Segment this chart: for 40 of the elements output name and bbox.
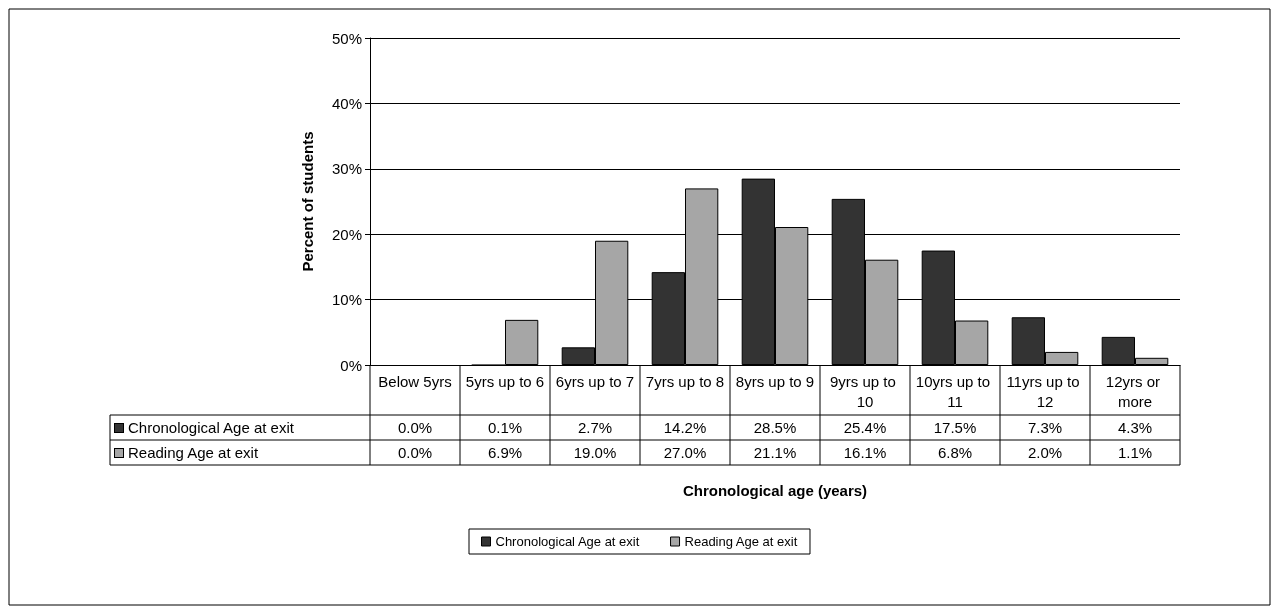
data-label: 7.3% [1027, 419, 1063, 436]
y-tick-label: 10% [331, 291, 362, 309]
y-tick-label: 30% [331, 160, 362, 178]
x-tick-label: 10yrs up to 11 [915, 372, 995, 410]
x-tick-label: 12yrs or more [1105, 372, 1165, 410]
data-label: 6.8% [937, 444, 973, 461]
data-label: 2.0% [1027, 444, 1063, 461]
data-label: 0.0% [397, 444, 433, 461]
bar [505, 319, 539, 365]
y-tick-label: 0% [340, 356, 362, 374]
data-label: 19.0% [573, 444, 617, 461]
data-label: 14.2% [663, 419, 707, 436]
text: Reading Age at exit [128, 444, 259, 461]
x-tick-label: 11yrs up to 12 [1006, 372, 1084, 410]
data-label: 27.0% [663, 444, 707, 461]
data-label: 28.5% [753, 419, 797, 436]
data-label: 0.0% [397, 419, 433, 436]
x-tick-label: 9yrs up to 10 [829, 372, 901, 410]
legend-label: Chronological Age at exit [495, 534, 640, 549]
data-label: 1.1% [1117, 444, 1153, 461]
x-tick-label: 5yrs up to 6 [465, 372, 545, 390]
data-label: 0.1% [487, 419, 523, 436]
data-label: 2.7% [577, 419, 613, 436]
y-axis-title: Percent of students [299, 131, 316, 272]
x-tick-label: 8yrs up to 9 [735, 372, 815, 390]
data-label: 4.3% [1117, 419, 1153, 436]
data-label: 6.9% [487, 444, 523, 461]
data-label: 25.4% [843, 419, 887, 436]
y-tick-label: 50% [331, 29, 362, 47]
legend-label: Reading Age at exit [684, 534, 798, 549]
data-label: 21.1% [753, 444, 797, 461]
data-label: 16.1% [843, 444, 887, 461]
x-axis-title: Chronological age (years) [682, 482, 868, 499]
text: Chronological Age at exit [128, 419, 294, 436]
x-tick-label: 7yrs up to 8 [645, 372, 725, 390]
data-label: 17.5% [933, 419, 977, 436]
y-tick-label: 40% [331, 94, 362, 112]
x-tick-label: 6yrs up to 7 [555, 372, 635, 390]
y-tick-label: 20% [331, 225, 362, 243]
x-tick-label: Below 5yrs [378, 372, 452, 390]
